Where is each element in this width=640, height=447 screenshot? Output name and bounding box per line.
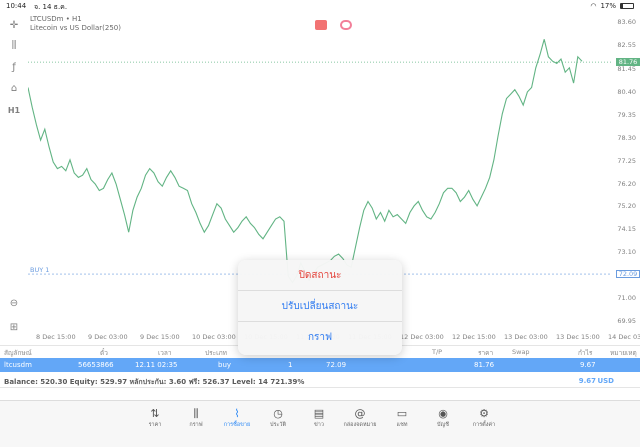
wifi-icon: ◠ [590,2,597,10]
tab-chart[interactable]: ⫼ กราฟ [179,407,213,429]
tab-label: แชท [396,422,408,428]
timeframe-button[interactable]: H1 [7,105,21,115]
price-tick: 82.55 [617,40,636,49]
col-ticket: ตั๋ว [100,349,108,357]
row-symbol: ltcusdm [4,361,32,369]
current-price-badge: 81.76 [616,58,640,67]
tab-label: การตั้งค่า [472,422,496,428]
time-tick: 8 Dec 15:00 [36,333,76,341]
status-date: จ. 14 ธ.ค. [34,3,68,11]
quotes-icon: ⇅ [150,407,160,420]
objects-icon[interactable]: ⌂ [10,82,18,94]
price-tick: 78.30 [617,133,636,142]
chart-icon: ⫼ [193,407,199,420]
balance-profit: 9.67 [578,377,596,385]
price-tick: 83.60 [617,17,636,26]
row-volume: 1 [288,361,293,369]
buy-level-label: BUY 1 [30,266,50,275]
time-tick: 13 Dec 15:00 [556,333,600,341]
tab-label: กราฟ [189,422,203,428]
tab-label: กล่องจดหมาย [343,422,377,428]
row-open-price: 72.09 [326,361,347,369]
price-tick: 69.95 [617,316,636,325]
crosshair-icon[interactable]: ✛ [9,19,19,31]
candles-icon[interactable]: ⫼ [11,39,17,51]
col-swap: Swap [512,348,530,356]
news-icon: ▤ [313,407,325,420]
time-tick: 12 Dec 15:00 [452,333,496,341]
col-tp: T/P [432,348,443,356]
chat-icon: ▭ [396,407,408,420]
balance-currency: USD [597,377,614,385]
tab-trade[interactable]: ⌇ การซื้อขาย [220,407,254,429]
price-tick: 80.40 [617,87,636,96]
col-comment: หมายเหตุ [610,349,637,357]
price-tick: 75.20 [617,201,636,210]
col-time: เวลา [158,349,172,357]
tab-label: ราคา [148,422,162,428]
new-order-icon[interactable]: ⊞ [9,321,19,333]
tab-settings[interactable]: ⚙ การตั้งค่า [467,407,501,429]
tab-label: ประวัติ [269,422,287,428]
price-tick: 73.10 [617,247,636,256]
chart-symbol: LTCUSDm • H1 [30,15,82,23]
row-type: buy [218,361,232,369]
position-action-sheet: ปิดสถานะ ปรับเปลี่ยนสถานะ กราฟ [238,260,402,355]
row-ticket: 56653866 [78,361,114,369]
time-tick: 12 Dec 03:00 [400,333,444,341]
time-tick: 14 Dec 03:00 [608,333,640,341]
time-tick: 9 Dec 15:00 [140,333,180,341]
status-bar: 10:44 จ. 14 ธ.ค. ◠ 17% [0,0,640,13]
account-icon: ◉ [438,407,448,420]
time-tick: 9 Dec 03:00 [88,333,128,341]
tab-bar: ⇅ ราคา ⫼ กราฟ ⌇ การซื้อขาย ◷ ประวัติ ▤ ข่าว @… [0,400,640,447]
tab-chat[interactable]: ▭ แชท [385,407,419,429]
mailbox-icon: @ [354,407,366,420]
time-tick: 13 Dec 03:00 [504,333,548,341]
chart-description: Litecoin vs US Dollar(250) [30,24,121,32]
balance-text: Balance: 520.30 Equity: 529.97 หลักประกั… [4,378,305,386]
tab-mailbox[interactable]: @ กล่องจดหมาย [343,407,377,429]
tab-label: การซื้อขาย [223,422,251,428]
chart-toolbar: ✛ ⫼ ƒ ⌂ H1 ⊖ ⊞ [0,13,28,343]
price-tick: 76.20 [617,179,636,188]
tab-quotes[interactable]: ⇅ ราคา [138,407,172,429]
price-tick: 81.45 [617,64,636,73]
history-icon: ◷ [273,407,283,420]
battery-percent: 17% [600,2,616,10]
row-time: 12.11 02:35 [135,361,178,369]
close-position-button[interactable]: ปิดสถานะ [238,260,402,291]
trade-icon: ⌇ [234,407,240,420]
price-tick: 77.25 [617,156,636,165]
tab-label: ข่าว [314,422,324,428]
tab-news[interactable]: ▤ ข่าว [302,407,336,429]
zoom-icon[interactable]: ⊖ [9,297,19,309]
tab-account[interactable]: ◉ บัญชี [426,407,460,429]
status-right: ◠ 17% [590,2,634,10]
price-tick: 79.35 [617,110,636,119]
status-time: 10:44 [6,2,27,10]
battery-icon [620,3,634,9]
row-profit: 9.67 [580,361,596,369]
row-price: 81.76 [474,361,495,369]
price-tick: 74.15 [617,224,636,233]
modify-position-button[interactable]: ปรับเปลี่ยนสถานะ [238,291,402,322]
col-type: ประเภท [205,349,227,357]
table-row[interactable]: ltcusdm 56653866 12.11 02:35 buy 1 72.09… [0,358,640,372]
indicators-icon[interactable]: ƒ [12,61,16,73]
tab-history[interactable]: ◷ ประวัติ [261,407,295,429]
time-tick: 10 Dec 03:00 [192,333,236,341]
col-price: ราคา [478,349,494,357]
col-symbol: สัญลักษณ์ [4,349,32,357]
one-click-trading-icon[interactable] [315,20,327,30]
depth-of-market-icon[interactable] [340,20,352,30]
col-profit: กำไร [578,349,593,357]
price-tick: 71.00 [617,293,636,302]
tab-label: บัญชี [437,422,449,428]
settings-icon: ⚙ [479,407,489,420]
balance-row: Balance: 520.30 Equity: 529.97 หลักประกั… [0,374,640,388]
open-chart-button[interactable]: กราฟ [307,332,333,343]
